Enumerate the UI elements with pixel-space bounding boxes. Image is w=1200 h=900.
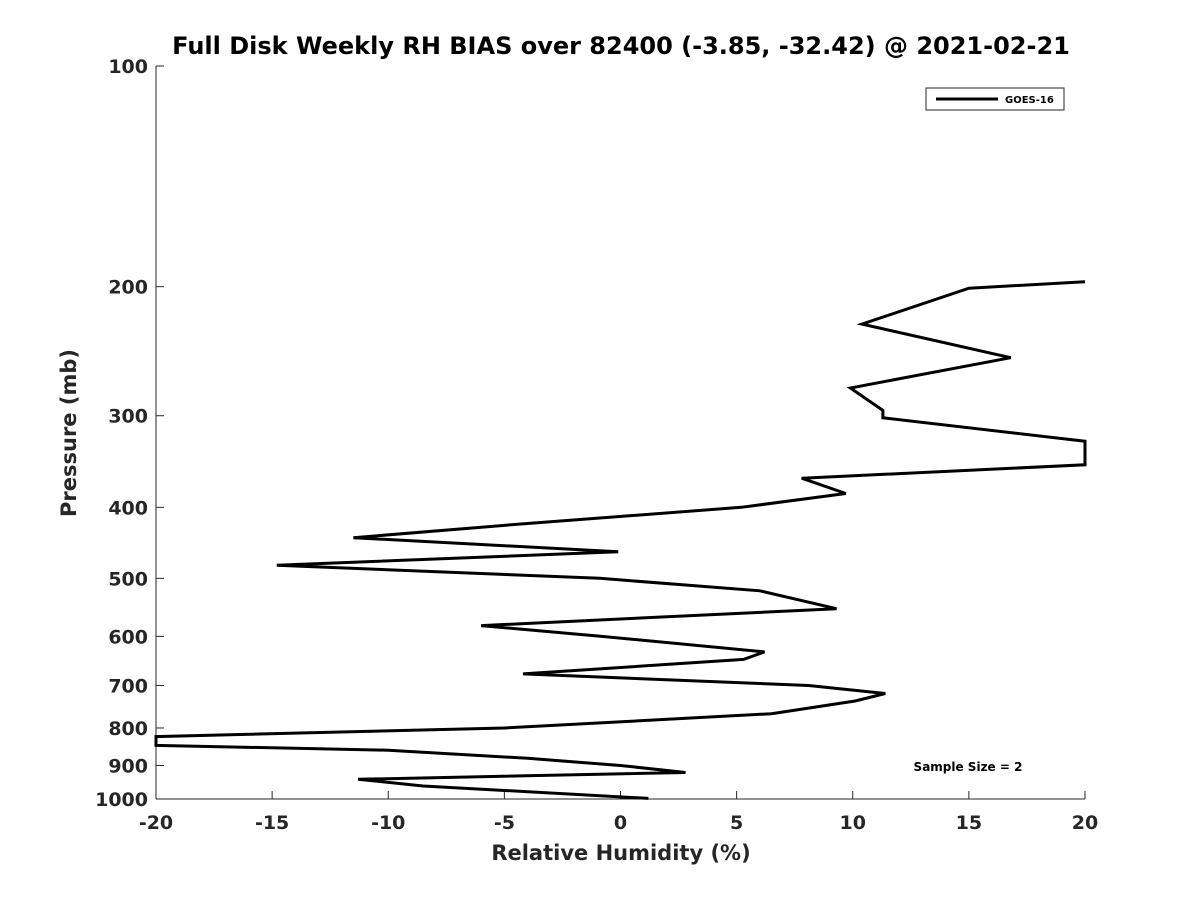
- plot-frame: [156, 66, 1085, 799]
- x-tick-label: 20: [1072, 812, 1098, 834]
- y-axis-label: Pressure (mb): [57, 349, 81, 517]
- y-tick-label: 200: [108, 277, 148, 299]
- x-tick-label: 10: [840, 812, 866, 834]
- x-axis-label: Relative Humidity (%): [491, 841, 750, 865]
- x-tick-label: 15: [956, 812, 982, 834]
- axes: -20 -15 -10 -5 0 5 10 15 20 100 200 300 400 500 600 700…: [95, 56, 1098, 834]
- x-tick-label: -10: [371, 812, 405, 834]
- x-tick-label: 5: [730, 812, 743, 834]
- x-tick-label: -5: [494, 812, 515, 834]
- x-tick-label: -20: [139, 812, 173, 834]
- y-tick-label: 500: [108, 568, 148, 590]
- series-layer: [154, 280, 1087, 800]
- y-tick-label: 300: [108, 406, 148, 428]
- y-tick-label: 1000: [95, 789, 148, 811]
- y-tick-label: 900: [108, 755, 148, 777]
- x-tick-label: 0: [614, 812, 627, 834]
- y-tick-label: 800: [108, 718, 148, 740]
- legend: GOES-16: [925, 87, 1065, 111]
- series-line-goes-16: [154, 280, 1087, 800]
- y-tick-label: 700: [108, 675, 148, 697]
- sample-size-annotation: Sample Size = 2: [914, 760, 1023, 774]
- chart-title: Full Disk Weekly RH BIAS over 82400 (-3.…: [172, 32, 1070, 60]
- y-tick-label: 100: [108, 56, 148, 78]
- y-tick-label: 600: [108, 626, 148, 648]
- y-tick-label: 400: [108, 497, 148, 519]
- legend-entry-goes-16: GOES-16: [1005, 95, 1054, 106]
- x-tick-label: -15: [255, 812, 289, 834]
